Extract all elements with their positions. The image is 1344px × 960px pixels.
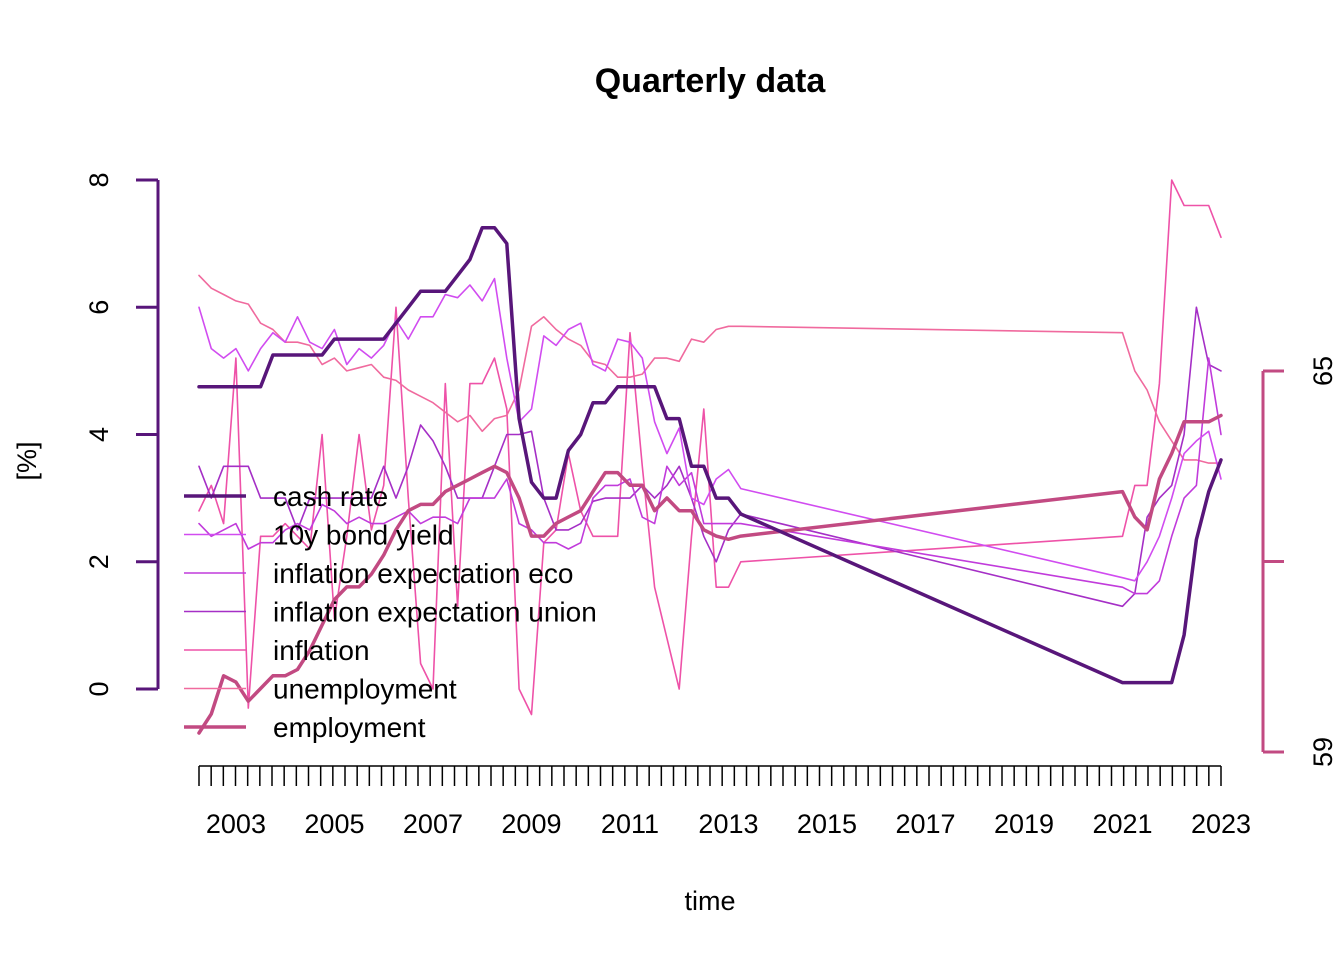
y-axis-title: [%]	[12, 441, 42, 480]
left-axis-tick-label: 0	[84, 681, 114, 696]
x-axis-tick-label: 2003	[206, 809, 266, 839]
x-axis-tick-label: 2015	[797, 809, 857, 839]
x-axis-tick-label: 2023	[1191, 809, 1251, 839]
x-axis-title: time	[684, 886, 735, 916]
legend-label: unemployment	[273, 674, 457, 705]
left-axis-tick-label: 4	[84, 427, 114, 442]
series-line-unemployment	[198, 274, 1222, 464]
x-axis-tick-label: 2017	[895, 809, 955, 839]
x-axis-tick-label: 2013	[698, 809, 758, 839]
left-axis-tick-label: 8	[84, 172, 114, 187]
series-line-inflation-expectation-eco	[198, 357, 1222, 595]
axes: 0 2 4 6 8 59 65 2003 2005 2007 2009 2011 2013 2015 201…	[84, 172, 1338, 839]
legend-item: employment	[184, 712, 426, 743]
legend-label: inflation expectation eco	[273, 558, 573, 589]
series-line-inflation	[198, 179, 1222, 716]
legend-item: inflation	[184, 635, 370, 666]
legend-label: 10y bond yield	[273, 520, 454, 551]
left-axis-tick-label: 6	[84, 300, 114, 315]
x-axis-tick-label: 2009	[501, 809, 561, 839]
legend-item: 10y bond yield	[184, 520, 454, 551]
legend-label: employment	[273, 712, 426, 743]
right-axis-tick-label: 65	[1308, 356, 1338, 386]
left-axis-tick-label: 2	[84, 554, 114, 569]
legend-label: cash rate	[273, 481, 388, 512]
legend-item: unemployment	[184, 674, 457, 705]
legend-label: inflation expectation union	[273, 597, 597, 628]
series-line-employment	[197, 413, 1223, 735]
x-axis: 2003 2005 2007 2009 2011 2013 2015 2017 2019 2021…	[198, 765, 1251, 839]
right-axis-tick-label: 59	[1308, 737, 1338, 767]
x-axis-tick-label: 2021	[1092, 809, 1152, 839]
series-line-cash-rate	[197, 225, 1223, 685]
legend: cash rate 10y bond yield inflation expecta…	[184, 481, 597, 743]
legend-item: inflation expectation eco	[184, 558, 573, 589]
x-axis-tick-label: 2005	[304, 809, 364, 839]
x-axis-tick-label: 2007	[403, 809, 463, 839]
series-lines	[197, 179, 1223, 735]
series-line-10y-bond-yield	[198, 277, 1222, 582]
chart-title: Quarterly data	[595, 62, 827, 100]
x-axis-tick-label: 2011	[601, 809, 659, 839]
legend-item: inflation expectation union	[184, 597, 597, 628]
x-axis-tick-label: 2019	[994, 809, 1054, 839]
legend-label: inflation	[273, 635, 370, 666]
legend-item: cash rate	[184, 481, 388, 512]
